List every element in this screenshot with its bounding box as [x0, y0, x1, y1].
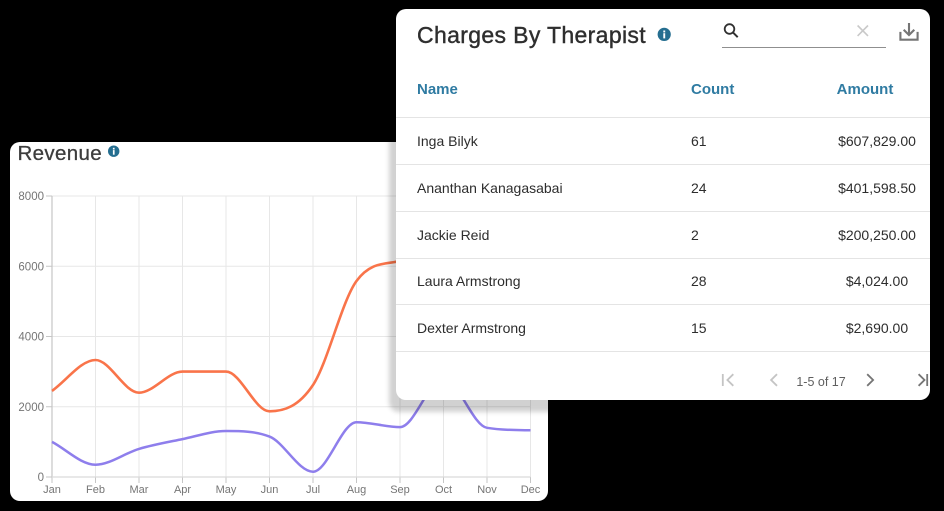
svg-text:Mar: Mar — [130, 484, 149, 496]
svg-text:Oct: Oct — [435, 484, 452, 496]
svg-text:Sep: Sep — [390, 484, 410, 496]
svg-text:2000: 2000 — [18, 402, 44, 414]
svg-text:Dec: Dec — [521, 484, 541, 496]
svg-text:Jun: Jun — [261, 484, 279, 496]
svg-text:4000: 4000 — [18, 332, 44, 344]
svg-text:Jul: Jul — [306, 484, 320, 496]
svg-text:6000: 6000 — [18, 261, 44, 273]
svg-text:Nov: Nov — [477, 484, 497, 496]
svg-text:Jan: Jan — [43, 484, 61, 496]
svg-text:Aug: Aug — [347, 484, 367, 496]
svg-text:0: 0 — [38, 472, 44, 484]
svg-text:Feb: Feb — [86, 484, 105, 496]
svg-text:May: May — [216, 484, 237, 496]
svg-text:8000: 8000 — [18, 191, 44, 203]
svg-text:Apr: Apr — [174, 484, 191, 496]
